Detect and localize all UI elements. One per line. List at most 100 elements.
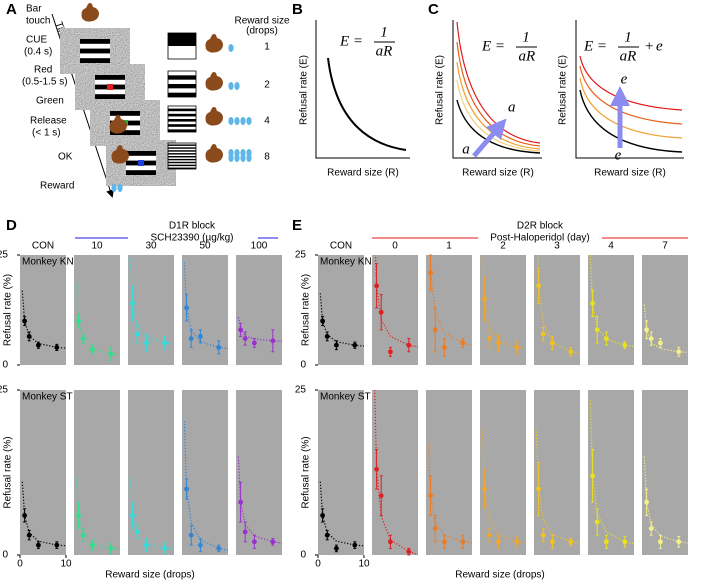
data-point bbox=[540, 331, 546, 337]
data-point bbox=[22, 513, 27, 518]
reward-size: 1 bbox=[264, 42, 270, 53]
data-point bbox=[184, 305, 190, 311]
data-point bbox=[432, 327, 438, 333]
plot-area bbox=[20, 390, 66, 555]
data-point bbox=[594, 519, 600, 525]
data-point bbox=[26, 532, 32, 538]
group-subheader: Post-Haloperidol (day) bbox=[490, 233, 590, 244]
chart-title: CON bbox=[32, 241, 54, 252]
model-curve bbox=[456, 99, 541, 154]
reward-cue-stripe bbox=[168, 164, 196, 167]
equation-plus: + bbox=[644, 38, 654, 54]
x-axis-label: Reward size (drops) bbox=[455, 570, 544, 581]
data-point bbox=[514, 345, 520, 350]
model-b: Refusal rate (E) Reward size (R) E = 1 a… bbox=[299, 20, 410, 179]
hand-icon bbox=[205, 107, 223, 126]
y-axis-label: Refusal rate (E) bbox=[435, 55, 446, 125]
x-tick-label: 10 bbox=[60, 559, 72, 570]
fit-curve bbox=[643, 456, 688, 544]
data-point bbox=[130, 513, 136, 518]
data-point bbox=[658, 539, 663, 545]
data-point bbox=[460, 340, 466, 346]
fit-curve bbox=[374, 255, 418, 348]
chart-title: 3 bbox=[554, 241, 560, 252]
data-point bbox=[252, 539, 257, 545]
data-point bbox=[594, 327, 600, 333]
arrow-label: e bbox=[615, 147, 622, 163]
plot-area bbox=[128, 255, 174, 365]
data-point bbox=[320, 318, 325, 324]
data-point bbox=[374, 466, 379, 472]
chart-title: 30 bbox=[145, 241, 157, 252]
stimulus-stripe bbox=[80, 39, 110, 44]
model-curve bbox=[579, 77, 683, 139]
plot-area bbox=[534, 390, 580, 555]
plot-area bbox=[182, 390, 228, 555]
data-point bbox=[590, 473, 595, 479]
data-point bbox=[144, 542, 149, 548]
data-point bbox=[352, 542, 358, 548]
plot-area bbox=[74, 390, 120, 555]
axes bbox=[452, 20, 542, 159]
x-tick-label: 0 bbox=[315, 559, 321, 570]
model-curve bbox=[456, 79, 541, 152]
event-label: Release bbox=[30, 116, 67, 127]
y-tick-label: 0 bbox=[300, 550, 306, 561]
stimulus-stripe bbox=[126, 170, 156, 175]
y-tick-label: 0 bbox=[2, 550, 8, 561]
screens bbox=[59, 3, 252, 192]
monkey-label: Monkey ST bbox=[22, 392, 73, 403]
equation-offset: e bbox=[656, 38, 663, 54]
hand-icon bbox=[205, 72, 223, 91]
x-tick-label: 10 bbox=[358, 559, 370, 570]
data-point bbox=[134, 529, 140, 535]
plot-area bbox=[426, 390, 472, 555]
water-drop bbox=[234, 149, 240, 157]
data-point bbox=[378, 493, 384, 498]
stimulus-stripe bbox=[95, 75, 125, 80]
data-point bbox=[496, 539, 501, 545]
model-curve bbox=[456, 61, 541, 150]
reward-cue-stripe bbox=[168, 150, 196, 152]
data-point bbox=[198, 334, 203, 339]
reward-cue-stripe bbox=[168, 75, 196, 80]
data-point bbox=[486, 336, 492, 341]
data-point bbox=[134, 331, 140, 337]
data-point bbox=[270, 338, 276, 344]
hand-icon bbox=[109, 115, 127, 134]
data-point bbox=[334, 546, 339, 551]
chart-title: 1 bbox=[446, 241, 452, 252]
data-point bbox=[26, 334, 32, 339]
data-point bbox=[644, 499, 649, 505]
y-tick-label: 25 bbox=[0, 385, 8, 396]
data-point bbox=[90, 347, 95, 352]
data-point bbox=[644, 327, 649, 333]
model-c-left: a a Refusal rate (E) Reward size (R) E =… bbox=[435, 20, 542, 179]
plot-area bbox=[642, 255, 688, 365]
data-point bbox=[352, 342, 358, 348]
data-point bbox=[482, 296, 487, 302]
model-curve bbox=[456, 21, 541, 144]
data-point bbox=[540, 532, 546, 538]
event-label: (< 1 s) bbox=[32, 128, 61, 139]
fit-curve bbox=[427, 442, 472, 544]
water-drop bbox=[111, 184, 117, 192]
fit-curve bbox=[129, 258, 174, 345]
arrow-label: a bbox=[508, 99, 516, 115]
plot-area bbox=[588, 390, 634, 555]
data-point bbox=[648, 526, 654, 531]
monkey-label: Monkey ST bbox=[320, 392, 371, 403]
model-curve bbox=[579, 89, 683, 153]
stimulus-stripe bbox=[80, 58, 110, 63]
data-point bbox=[428, 270, 433, 275]
reward-cue-stripe bbox=[168, 144, 196, 146]
data-point bbox=[496, 340, 501, 346]
panel-label: C bbox=[428, 1, 439, 18]
stimulus-stripe bbox=[110, 111, 140, 116]
data-point bbox=[428, 493, 433, 498]
stimulus-stripe bbox=[95, 94, 125, 99]
data-point bbox=[622, 342, 628, 348]
event-label: Green bbox=[36, 96, 64, 107]
data-point bbox=[676, 539, 682, 545]
event-label: touch bbox=[26, 16, 50, 27]
